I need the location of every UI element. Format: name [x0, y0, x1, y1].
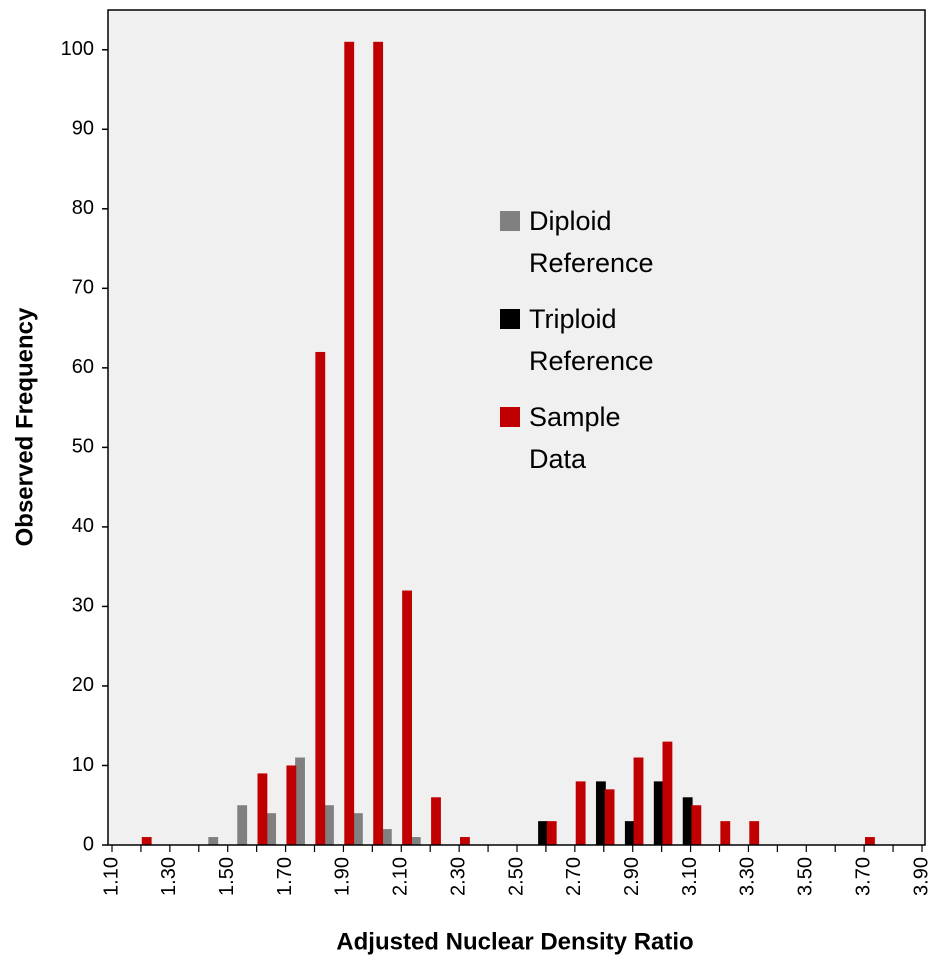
x-tick-label: 1.90	[332, 857, 354, 896]
bar	[624, 821, 635, 845]
bar	[595, 781, 606, 845]
x-tick-label: 3.50	[795, 857, 817, 896]
bar	[431, 797, 441, 845]
bar	[653, 781, 664, 845]
bar	[373, 41, 384, 846]
bar	[662, 741, 673, 845]
legend: Diploid Reference Triploid Reference Sampl…	[500, 200, 700, 494]
x-tick-label: 3.10	[679, 857, 701, 896]
x-tick-label: 2.30	[447, 857, 469, 896]
legend-entry: Sample Data	[500, 396, 700, 480]
bar	[402, 590, 412, 845]
bar	[865, 837, 875, 845]
bar	[381, 829, 392, 845]
y-tick-label: 0	[83, 833, 94, 855]
bar	[604, 789, 615, 845]
bar	[749, 821, 760, 845]
y-tick-label: 90	[72, 118, 94, 140]
y-tick-label: 50	[72, 436, 94, 458]
y-tick-label: 10	[72, 754, 94, 776]
y-axis-label: Observed Frequency	[11, 307, 38, 546]
bar	[682, 797, 693, 845]
legend-label: Triploid Reference	[529, 304, 654, 376]
y-tick-label: 60	[72, 356, 94, 378]
bar	[460, 837, 470, 845]
x-tick-label: 2.50	[505, 857, 527, 896]
x-tick-label: 3.90	[910, 857, 932, 896]
bar	[352, 813, 363, 845]
legend-swatch	[500, 211, 520, 231]
bar	[315, 351, 326, 845]
legend-label: Diploid Reference	[529, 206, 654, 278]
y-tick-label: 30	[72, 595, 94, 617]
y-tick-label: 80	[72, 197, 94, 219]
x-axis-label: Adjusted Nuclear Density Ratio	[336, 928, 693, 955]
bar	[575, 781, 586, 845]
bar	[546, 821, 557, 845]
bar	[720, 821, 731, 845]
legend-entry: Diploid Reference	[500, 200, 700, 284]
x-tick-label: 1.10	[100, 857, 122, 896]
x-tick-label: 2.70	[563, 857, 585, 896]
y-tick-label: 100	[61, 38, 94, 60]
bar	[633, 757, 644, 845]
plot-area	[108, 10, 925, 845]
bar	[257, 773, 268, 845]
legend-swatch	[500, 407, 520, 427]
bar	[141, 837, 152, 845]
bar	[691, 805, 702, 845]
y-tick-label: 70	[72, 277, 94, 299]
legend-swatch	[500, 309, 520, 329]
x-tick-label: 1.50	[216, 857, 238, 896]
x-tick-label: 2.90	[621, 857, 643, 896]
plot-border	[107, 9, 926, 846]
legend-label: Sample Data	[529, 402, 621, 474]
bar	[208, 837, 219, 845]
bar	[538, 821, 548, 845]
bar	[295, 757, 305, 845]
x-tick-label: 1.30	[158, 857, 180, 896]
y-tick-label: 20	[72, 674, 94, 696]
bar	[324, 805, 334, 845]
x-tick-label: 1.70	[274, 857, 296, 896]
y-tick-label: 40	[72, 515, 94, 537]
bar	[266, 813, 277, 845]
x-tick-label: 3.70	[852, 857, 874, 896]
bar	[344, 41, 355, 846]
x-tick-label: 3.30	[737, 857, 759, 896]
bar	[237, 805, 248, 845]
bar	[286, 765, 297, 845]
bar	[410, 837, 421, 845]
legend-entry: Triploid Reference	[500, 298, 700, 382]
x-tick-label: 2.10	[390, 857, 412, 896]
